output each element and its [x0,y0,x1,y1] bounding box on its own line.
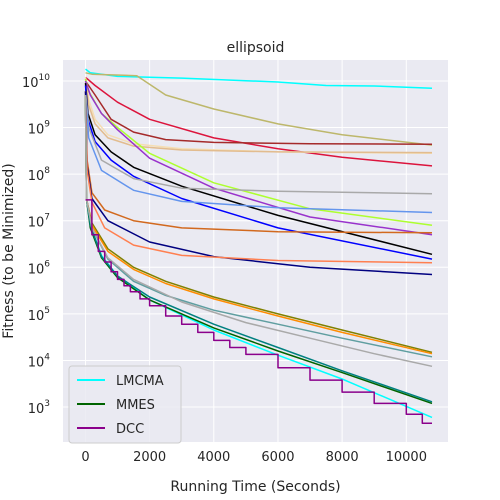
y-tick-label: 107 [28,213,50,231]
series-line-5 [84,78,433,154]
chart-title: ellipsoid [227,40,285,56]
y-tick-label: 103 [28,399,50,417]
series-line-7 [84,80,433,236]
series-line-3 [84,80,433,145]
series-line-8 [84,83,433,256]
x-axis-label: Running Time (Seconds) [170,479,340,495]
series-line-22 [85,199,432,424]
y-tick-label: 108 [28,166,51,184]
legend-box [68,365,182,444]
y-tick-label: 106 [28,259,51,277]
x-tick-label: 10000 [386,450,427,465]
x-tick-label: 8000 [326,450,359,465]
y-tick-labels: 103 104 105 106 107 108 109 1010 [22,73,50,417]
x-tick-label: 0 [81,450,89,465]
legend-label: DCC [116,422,144,437]
y-tick-label: 105 [28,306,50,324]
series-layer [84,68,433,424]
series-line-21 [84,94,433,368]
series-line-1 [85,72,433,146]
legend-label: LMCMA [116,374,164,389]
x-tick-label: 6000 [261,450,294,465]
legend-label: MMES [116,398,155,413]
x-tick-labels: 0 2000 4000 6000 8000 10000 [81,450,427,465]
series-line-12 [84,91,433,234]
y-tick-label: 109 [28,120,51,138]
y-tick-label: 1010 [22,73,50,91]
legend: LMCMA MMES DCC [68,365,182,444]
x-tick-label: 2000 [133,450,166,465]
series-line-9 [84,85,433,260]
series-line-10 [84,91,433,195]
series-line-11 [84,94,433,214]
y-tick-label: 104 [28,352,51,370]
series-line-14 [84,94,433,264]
y-axis-label: Fitness (to be Minimized) [1,163,17,338]
series-line-0 [85,68,433,89]
series-line-2 [85,76,433,167]
x-tick-label: 4000 [197,450,230,465]
